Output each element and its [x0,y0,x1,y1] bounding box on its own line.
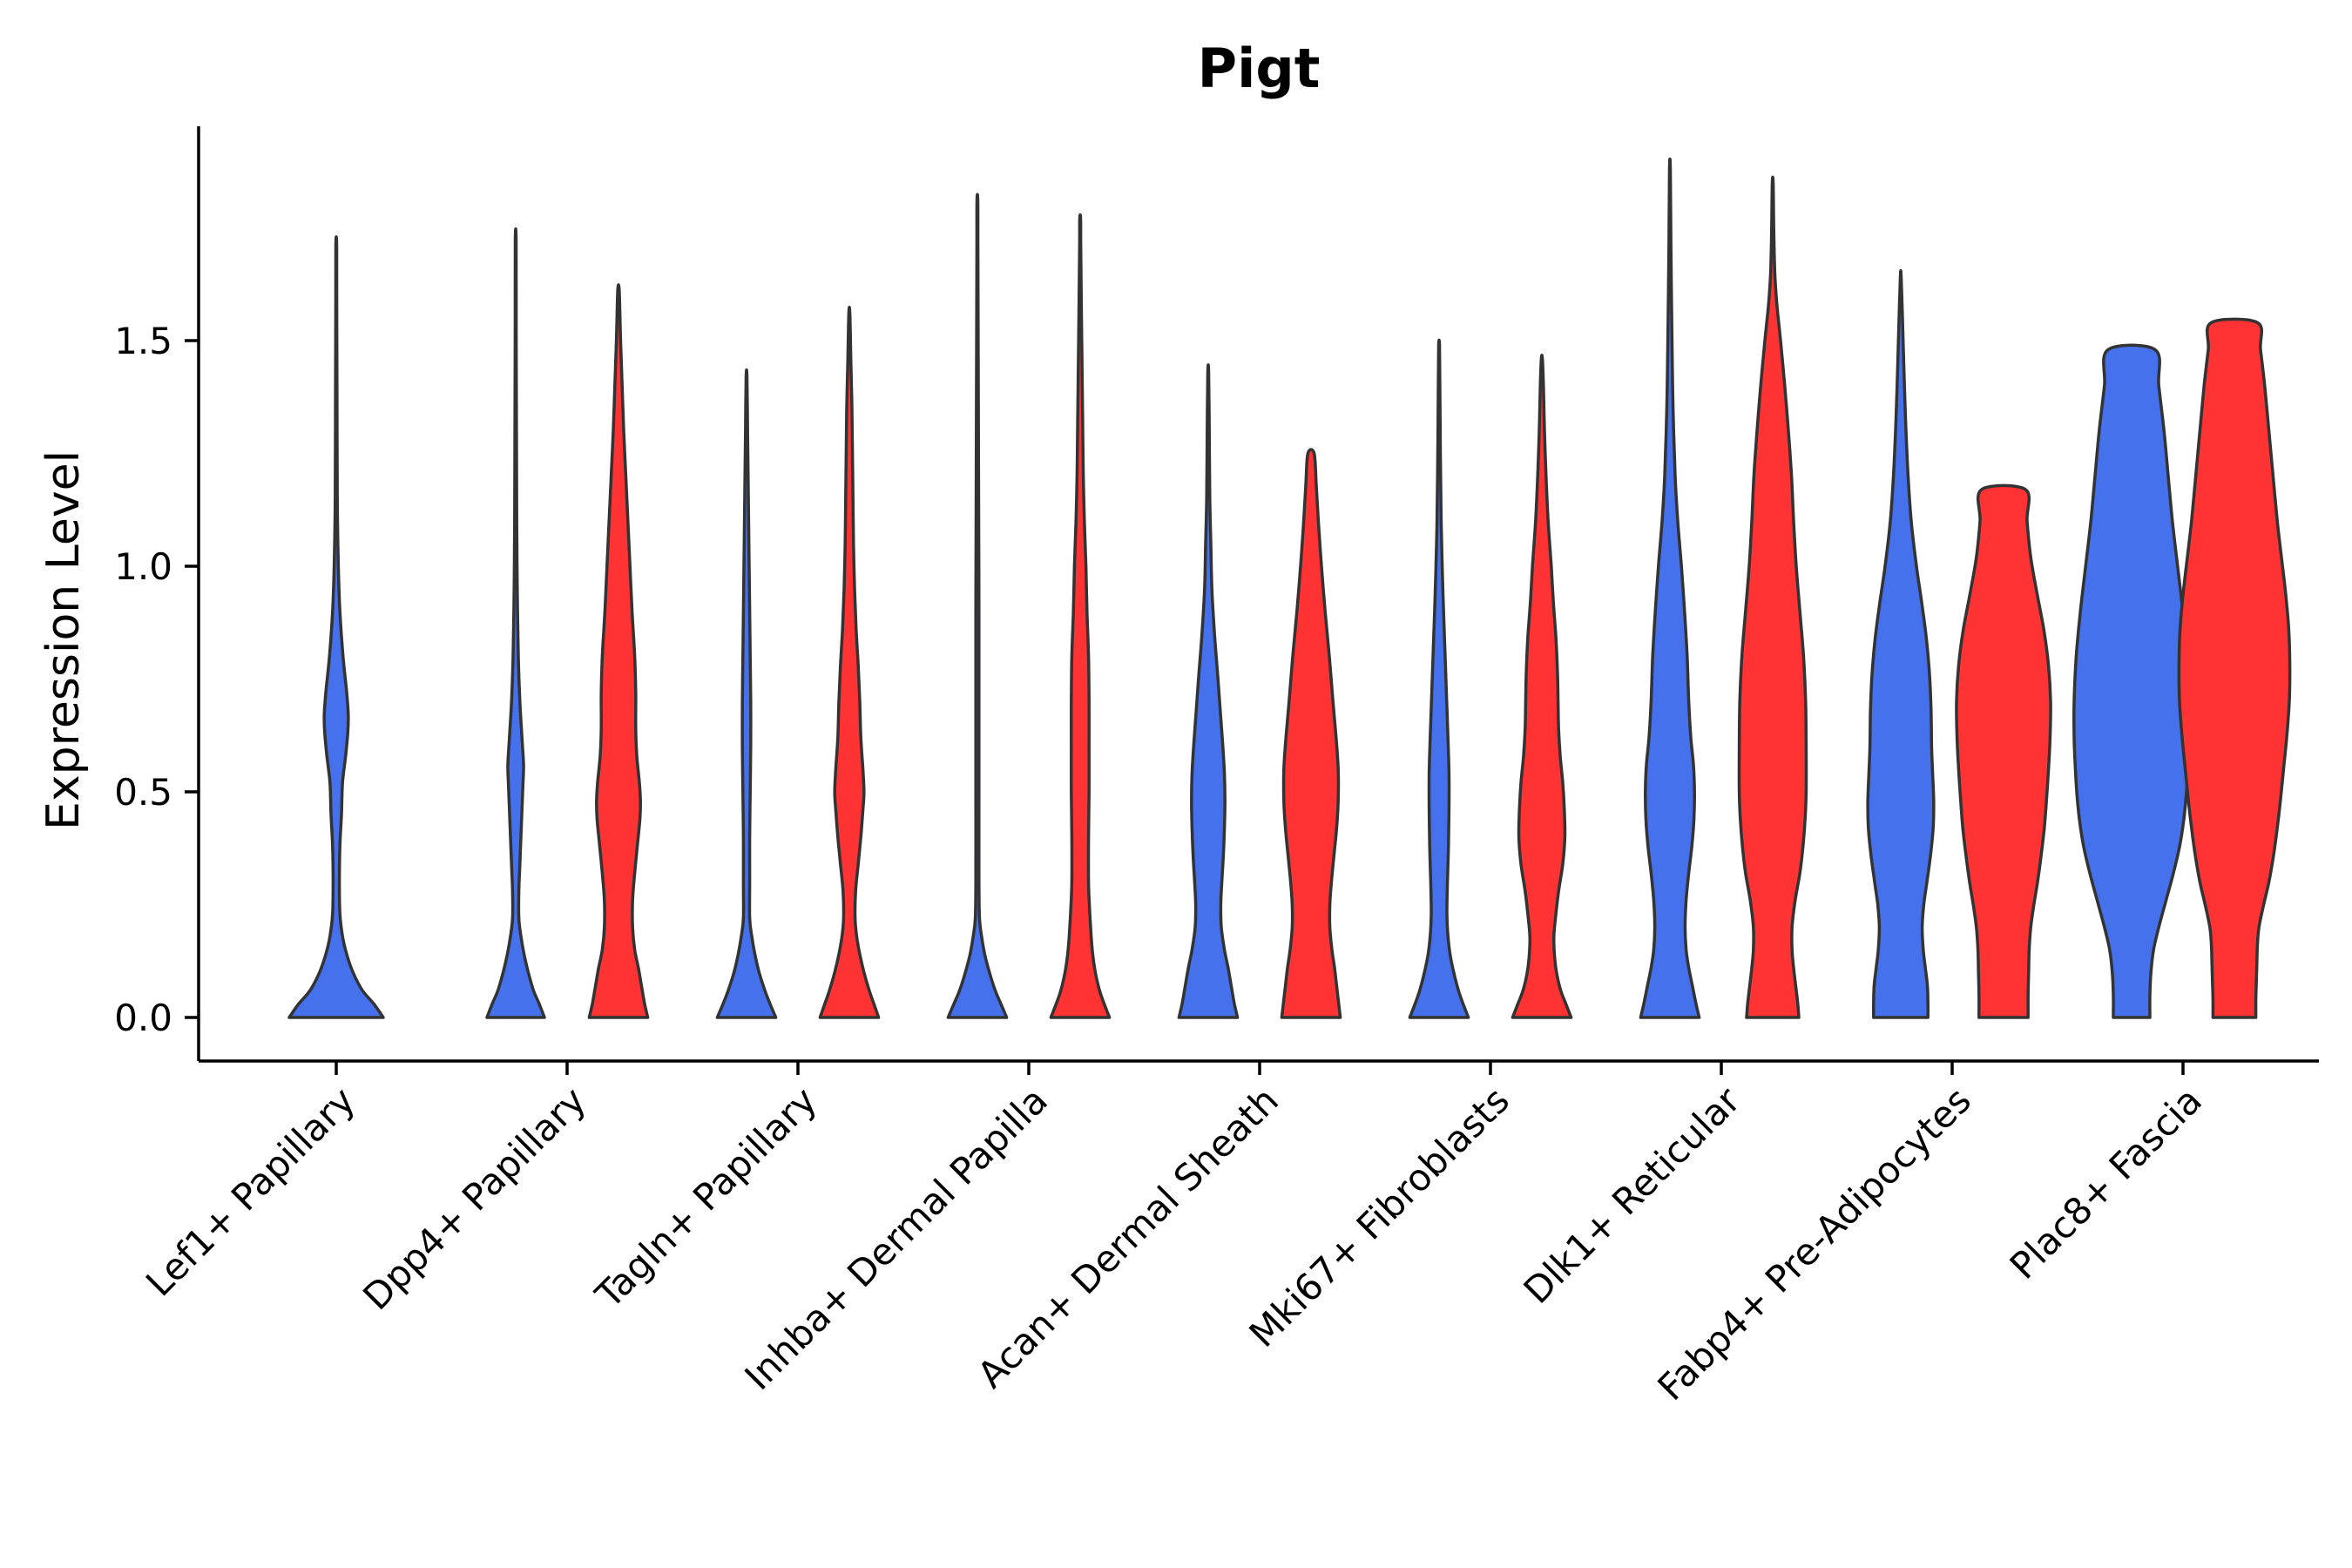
violin-acan-dermal-sheath-group-2 [1280,448,1342,1019]
y-ticks: 0.0 0.5 1.0 1.5 [114,320,199,1039]
violin-acan-dermal-sheath-group-1 [1177,363,1240,1019]
x-tick-label: Tagln+ Papillary [587,1078,825,1316]
violins-layer [287,157,2292,1019]
violin-plac8-fascia-group-2 [2177,317,2292,1019]
violin-tagln-papillary-group-1 [715,368,778,1019]
violin-tagln-papillary-group-2 [818,306,881,1019]
violin-fabp4-pre-adipocytes-group-1 [1866,268,1936,1019]
violin-fabp4-pre-adipocytes-group-2 [1955,483,2052,1019]
violin-inhba-dermal-papilla-group-1 [946,193,1009,1019]
chart-title: Pigt [1198,37,1321,100]
violin-inhba-dermal-papilla-group-2 [1049,213,1112,1019]
y-tick-label: 0.5 [114,771,172,814]
y-tick-label: 1.5 [114,320,172,362]
x-tick-label: Lef1+ Papillary [138,1078,363,1304]
x-tick-label: Plac8+ Fascia [2002,1078,2210,1287]
violin-dlk1-reticular-group-1 [1639,157,1701,1019]
y-tick-label: 1.0 [114,545,172,588]
violin-dlk1-reticular-group-2 [1737,175,1808,1019]
x-tick-label: Dlk1+ Reticular [1516,1078,1749,1312]
violin-dpp4-papillary-group-1 [485,227,546,1019]
x-tick-label: Dpp4+ Papillary [355,1078,594,1318]
violin-plac8-fascia-group-1 [2072,343,2191,1019]
violin-mki67-fibroblasts-group-1 [1408,338,1470,1019]
x-tick-label: Mki67+ Fibroblasts [1241,1078,1517,1355]
y-tick-label: 0.0 [114,997,172,1039]
violin-lef1-papillary-group-1 [287,235,385,1019]
violin-dpp4-papillary-group-2 [587,283,650,1019]
y-axis-label: Expression Level [37,450,90,830]
violin-mki67-fibroblasts-group-2 [1511,354,1573,1019]
